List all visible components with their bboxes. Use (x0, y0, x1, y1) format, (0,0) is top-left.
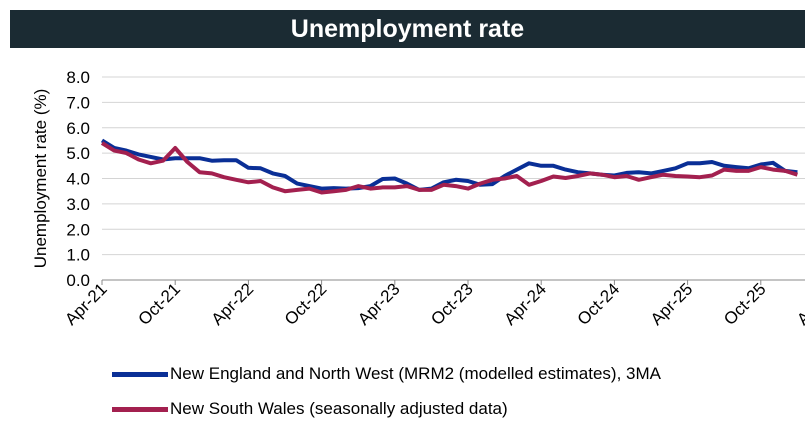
x-tick-labels: Apr-21 Oct-21 Apr-22 Oct-22 Apr-23 Oct-23 Apr-… (61, 279, 805, 329)
x-tick-label: Apr-26 (793, 279, 805, 329)
x-tick-label: Oct-22 (281, 279, 331, 329)
legend-item-new-england: New England and North West (MRM2 (modell… (112, 364, 661, 384)
y-tick-label: 1.0 (66, 246, 90, 265)
x-tick-label: Apr-22 (208, 279, 258, 329)
x-tick-label: Apr-25 (647, 279, 697, 329)
y-tick-label: 7.0 (66, 93, 90, 112)
legend-item-nsw: New South Wales (seasonally adjusted dat… (112, 399, 508, 419)
x-tick-label: Apr-24 (501, 279, 551, 329)
x-tick-label: Oct-25 (720, 279, 770, 329)
series-lines (100, 138, 798, 195)
legend-swatch-nsw (112, 406, 168, 412)
x-tick-label: Oct-21 (135, 279, 185, 329)
legend-label-nsw: New South Wales (seasonally adjusted dat… (170, 399, 508, 418)
x-tick-label: Apr-23 (354, 279, 404, 329)
y-tick-label: 2.0 (66, 220, 90, 239)
y-tick-label: 0.0 (66, 271, 90, 290)
series-line-new-england (100, 138, 798, 192)
y-tick-label: 5.0 (66, 144, 90, 163)
y-tick-label: 4.0 (66, 170, 90, 189)
y-axis-label: Unemployment rate (%) (31, 89, 50, 269)
x-tick-label: Oct-23 (427, 279, 477, 329)
x-tick-label: Oct-24 (574, 279, 624, 329)
legend-swatch-new-england (112, 371, 168, 377)
y-tick-label: 8.0 (66, 68, 90, 87)
legend-label-new-england: New England and North West (MRM2 (modell… (170, 364, 661, 383)
y-tick-labels: 0.0 1.0 2.0 3.0 4.0 5.0 6.0 7.0 8.0 (66, 68, 90, 290)
y-tick-label: 3.0 (66, 195, 90, 214)
gridlines (102, 76, 805, 256)
y-tick-label: 6.0 (66, 119, 90, 138)
chart-title: Unemployment rate (10, 10, 805, 48)
series-line-nsw (100, 141, 798, 195)
